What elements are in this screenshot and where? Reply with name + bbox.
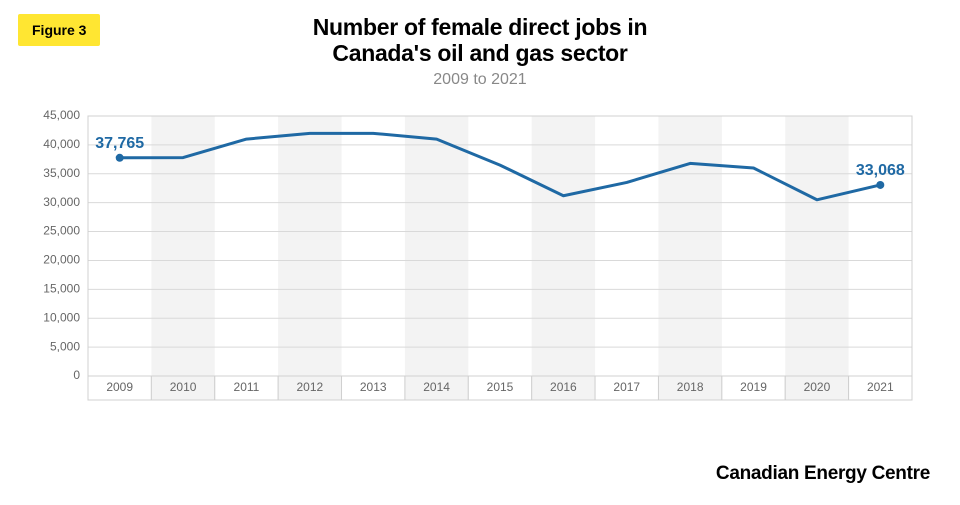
data-label-last: 33,068	[856, 162, 905, 179]
x-band	[405, 116, 468, 376]
y-tick-label: 45,000	[43, 110, 80, 122]
x-tick-label: 2012	[296, 380, 323, 394]
x-tick-label: 2011	[234, 380, 260, 394]
x-band	[151, 116, 214, 376]
x-tick-label: 2014	[423, 380, 450, 394]
data-line	[120, 133, 881, 199]
data-label-first: 37,765	[95, 135, 144, 152]
y-tick-label: 35,000	[43, 166, 80, 180]
x-band	[658, 116, 721, 376]
source-attribution: Canadian Energy Centre	[716, 463, 930, 485]
title-line-2: Canada's oil and gas sector	[180, 40, 780, 66]
x-tick-label: 2010	[170, 380, 197, 394]
x-band	[532, 116, 595, 376]
x-band	[785, 116, 848, 376]
x-band	[278, 116, 341, 376]
x-tick-label: 2009	[106, 380, 133, 394]
y-tick-label: 25,000	[43, 224, 80, 238]
y-tick-label: 0	[73, 368, 80, 382]
x-tick-label: 2015	[487, 380, 514, 394]
x-tick-label: 2021	[867, 380, 894, 394]
x-tick-label: 2019	[740, 380, 767, 394]
data-marker-last	[876, 181, 884, 189]
x-tick-label: 2018	[677, 380, 704, 394]
y-tick-label: 10,000	[43, 310, 80, 324]
chart-title-block: Number of female direct jobs in Canada's…	[180, 14, 780, 89]
subtitle: 2009 to 2021	[180, 71, 780, 89]
y-tick-label: 40,000	[43, 137, 80, 151]
x-tick-label: 2013	[360, 380, 387, 394]
x-tick-label: 2017	[613, 380, 640, 394]
data-marker-first	[116, 154, 124, 162]
chart-svg: 0 5,000 10,000 15,000 20,000 25,000 30,000 35,0…	[30, 110, 930, 420]
y-tick-label: 30,000	[43, 195, 80, 209]
y-tick-label: 5,000	[50, 339, 80, 353]
line-chart: 0 5,000 10,000 15,000 20,000 25,000 30,000 35,0…	[30, 110, 930, 420]
y-tick-label: 15,000	[43, 282, 80, 296]
x-tick-label: 2016	[550, 380, 577, 394]
title-line-1: Number of female direct jobs in	[180, 14, 780, 40]
x-tick-label: 2020	[804, 380, 831, 394]
figure-badge: Figure 3	[18, 14, 100, 46]
y-tick-label: 20,000	[43, 253, 80, 267]
